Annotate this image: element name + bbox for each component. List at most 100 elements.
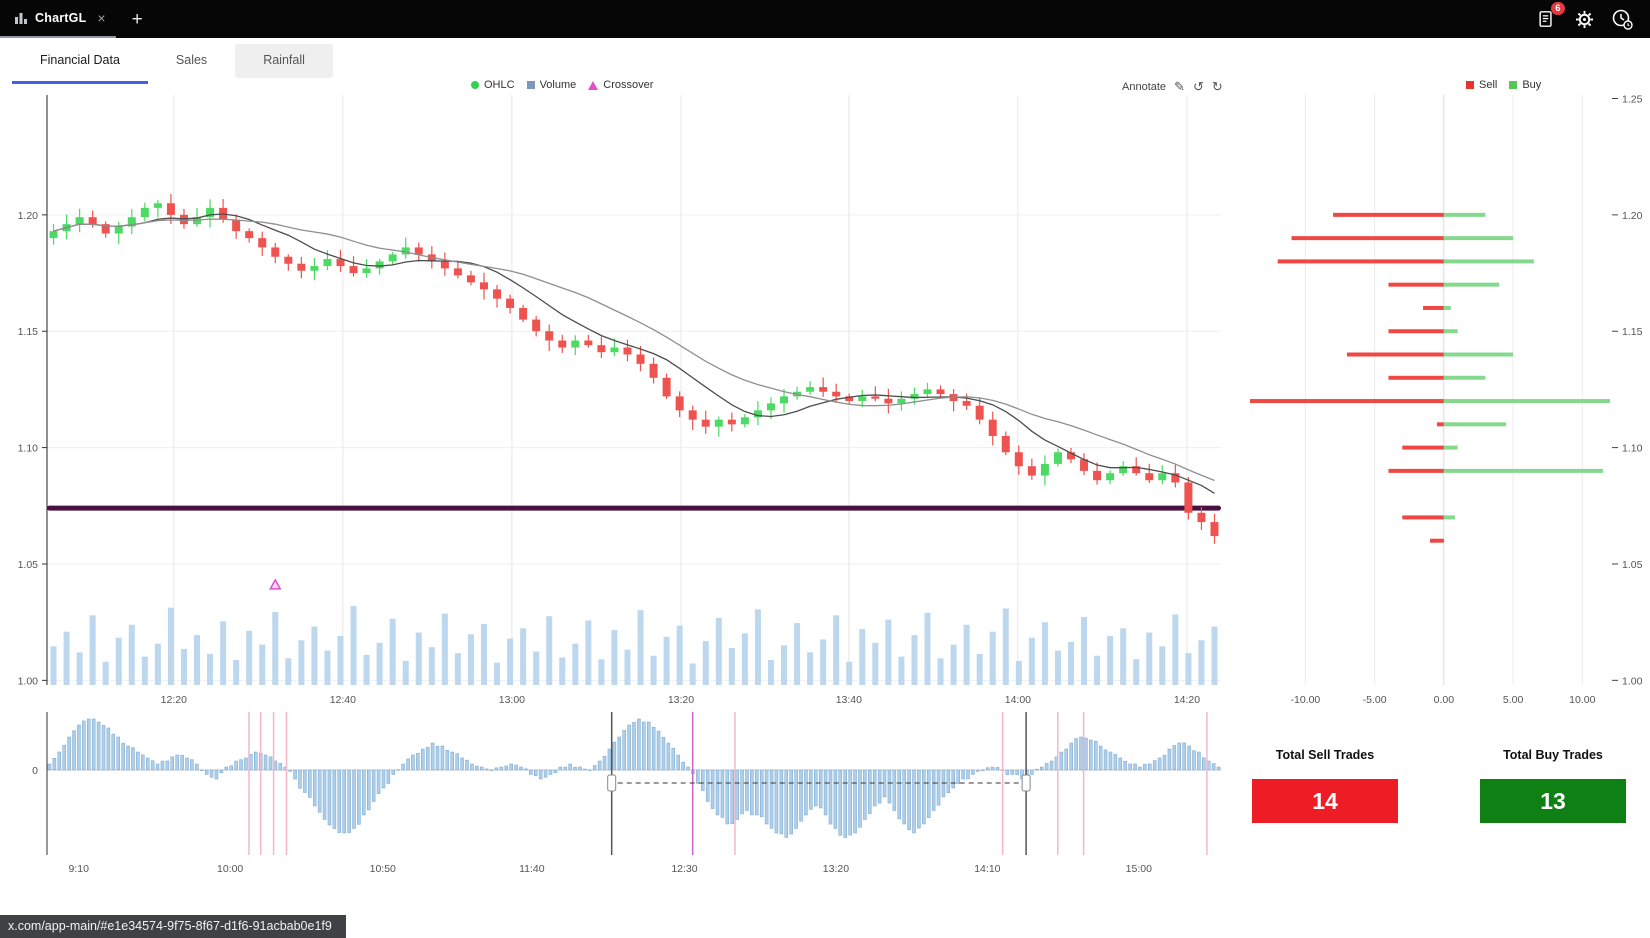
notifications-button[interactable]: 6: [1534, 2, 1565, 31]
history-button[interactable]: [1610, 7, 1634, 31]
tab-close-icon[interactable]: ×: [97, 10, 106, 26]
nav-bar: [249, 754, 253, 771]
nav-bar: [288, 769, 292, 772]
x-tick-label: 10:00: [217, 863, 243, 875]
buy-bar: [1443, 305, 1451, 310]
nav-bar: [642, 721, 646, 771]
trades-bar-chart[interactable]: -10.00 -5.00 0.00 5.00 10.00 1.25 1.20 1.15 1.10…: [1240, 85, 1650, 740]
candle-body: [858, 396, 867, 402]
volume-bar: [233, 660, 240, 685]
nav-bar: [543, 769, 548, 778]
nav-bar: [1039, 766, 1044, 771]
volume-bar: [689, 663, 696, 685]
nav-bar: [430, 742, 435, 771]
nav-bar: [764, 769, 769, 825]
nav-bar: [705, 769, 710, 802]
candle-body: [688, 410, 697, 420]
tab-sales[interactable]: Sales: [148, 38, 235, 84]
volume-bar: [846, 661, 853, 685]
nav-bar: [150, 760, 155, 771]
nav-bar: [1192, 750, 1196, 771]
notification-badge: 6: [1550, 2, 1565, 16]
nav-bar: [538, 769, 543, 780]
crossover-legend-item[interactable]: Crossover: [588, 79, 653, 91]
nav-bar: [136, 751, 140, 771]
nav-bar: [686, 766, 690, 771]
nav-bar: [425, 746, 430, 771]
volume-bar: [376, 642, 383, 685]
candle-body: [127, 217, 136, 227]
nav-bar: [750, 769, 754, 816]
nav-bar: [185, 757, 189, 771]
nav-bar: [278, 763, 283, 771]
candle-body: [714, 419, 723, 427]
nav-bar: [224, 766, 229, 771]
candlestick-chart[interactable]: 1.20 1.15 1.10 1.05 1.00 12:20 12:40 13:00 13:20…: [0, 85, 1240, 740]
sell-bar: [1291, 236, 1444, 241]
y-tick-label: 1.00: [18, 675, 39, 687]
nav-bar: [312, 769, 317, 807]
volume-bar: [794, 623, 801, 685]
nav-bar: [956, 769, 960, 784]
candle-body: [1053, 452, 1062, 464]
nav-bar: [204, 769, 209, 775]
zero-label: 0: [32, 765, 38, 777]
nav-bar: [52, 758, 57, 771]
nav-bar: [214, 769, 219, 780]
nav-bar: [1113, 754, 1118, 771]
nav-bar: [961, 769, 965, 780]
brush-handle[interactable]: [607, 774, 617, 792]
redo-icon[interactable]: ↻: [1211, 79, 1223, 94]
edit-icon[interactable]: ✎: [1174, 79, 1185, 94]
x-tick-label: 10:50: [370, 863, 396, 875]
undo-icon[interactable]: ↺: [1192, 79, 1204, 94]
ohlc-legend-item[interactable]: OHLC: [471, 79, 515, 91]
candle-body: [845, 396, 854, 402]
nav-bar: [622, 730, 626, 771]
nav-bar: [509, 763, 513, 771]
buy-legend-item[interactable]: Buy: [1509, 79, 1541, 91]
candle-body: [662, 377, 671, 397]
nav-bar: [1157, 757, 1162, 771]
nav-bar: [229, 765, 233, 771]
navigator-chart[interactable]: 0 9:10 10:00 10:50 11:40 12:30 13:20 14:10 15:00: [0, 705, 1240, 938]
ma-line: [53, 218, 1215, 482]
nav-bar: [195, 763, 199, 771]
volume-bar: [715, 617, 722, 685]
nav-bar: [465, 759, 469, 771]
nav-bar: [892, 769, 897, 811]
nav-bar: [735, 769, 739, 820]
nav-bar: [317, 769, 322, 813]
nav-bar: [794, 769, 798, 829]
nav-bar: [1202, 757, 1206, 771]
volume-bar: [363, 654, 370, 685]
nav-bar: [337, 769, 342, 833]
candle-body: [1158, 473, 1167, 481]
window-tab-chartgl[interactable]: ChartGL ×: [0, 0, 116, 38]
crossover-marker[interactable]: [269, 578, 282, 590]
annotate-label[interactable]: Annotate: [1122, 81, 1167, 93]
nav-bar: [872, 769, 877, 807]
nav-bar: [1030, 769, 1034, 775]
sell-bar: [1388, 468, 1444, 473]
tab-rainfall[interactable]: Rainfall: [235, 44, 333, 78]
candle-body: [558, 340, 567, 348]
candle-body: [1119, 466, 1128, 474]
tab-financial-data[interactable]: Financial Data: [12, 38, 148, 84]
brush-handle[interactable]: [1021, 774, 1031, 792]
x-tick-label: 10.00: [1569, 694, 1595, 706]
buy-bar: [1443, 468, 1604, 473]
volume-legend-item[interactable]: Volume: [526, 79, 576, 91]
nav-bar: [1216, 766, 1221, 771]
nav-bar: [774, 769, 779, 834]
new-tab-button[interactable]: +: [131, 8, 143, 30]
sell-legend-item[interactable]: Sell: [1466, 79, 1497, 91]
threshold-line[interactable]: [47, 505, 1221, 511]
candle-body: [1093, 470, 1102, 481]
settings-button[interactable]: [1572, 7, 1596, 31]
nav-bar: [293, 769, 297, 780]
y-tick-label: 1.10: [18, 443, 39, 455]
volume-bar: [520, 628, 527, 685]
nav-bar: [661, 737, 666, 771]
nav-bar: [1138, 766, 1142, 771]
